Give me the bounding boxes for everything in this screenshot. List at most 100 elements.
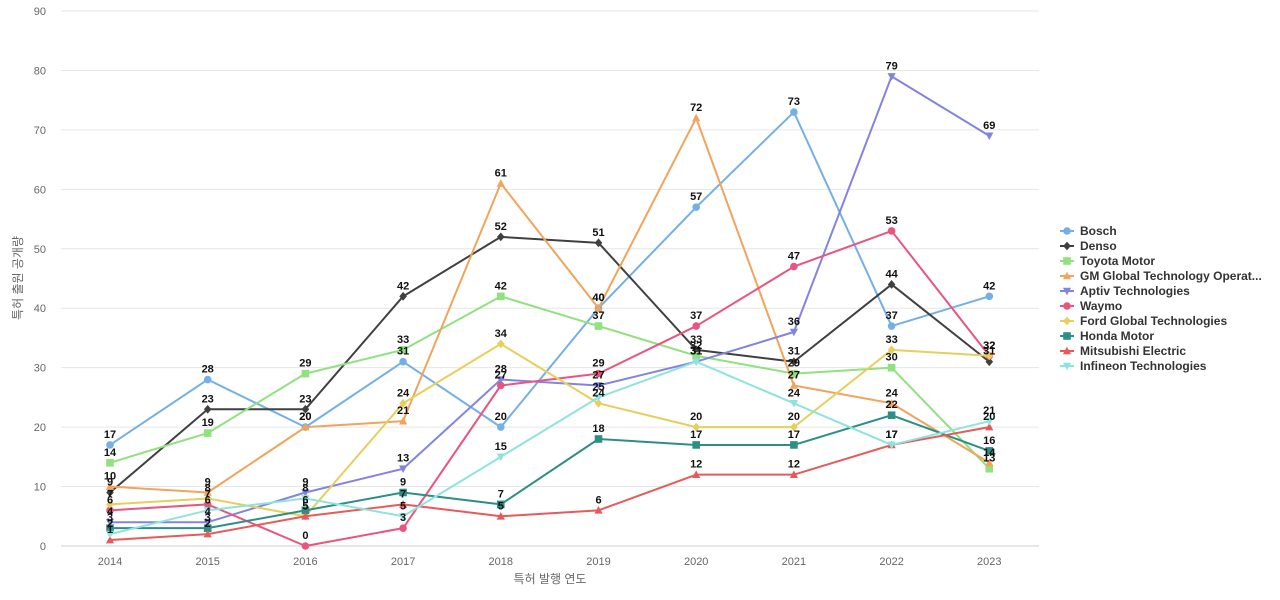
data-label: 5 [400,500,406,512]
data-point [985,458,994,467]
data-label: 20 [788,411,800,423]
data-label: 31 [983,346,995,358]
data-point [105,518,115,527]
legend-item[interactable]: Waymo [1060,299,1122,313]
data-point [497,339,505,349]
y-tick-label: 40 [34,303,46,315]
data-point [105,530,115,539]
data-point [594,369,603,378]
data-label: 29 [299,358,311,370]
data-point [594,382,603,390]
data-point [985,417,994,426]
data-point [887,322,896,330]
data-point [497,423,505,431]
data-label: 17 [885,429,897,441]
data-label: 15 [495,441,507,453]
series-line [109,229,991,547]
data-label: 31 [788,346,800,358]
series-line [109,111,990,446]
data-label: 9 [302,477,308,489]
data-label: 14 [983,447,996,459]
data-point [790,357,798,367]
data-point [496,453,505,462]
x-tick-label: 2014 [98,556,122,568]
data-label: 10 [104,471,116,483]
data-point [887,227,896,235]
data-label: 33 [690,334,702,346]
series-denso [106,232,994,497]
y-tick-label: 20 [34,422,46,434]
legend-marker [1063,257,1071,265]
data-point [301,489,310,497]
data-point [399,500,408,508]
data-point [692,470,701,478]
data-label: 25 [592,381,604,393]
data-label: 28 [202,364,214,376]
legend-item[interactable]: Toyota Motor [1060,254,1155,268]
series-layer [105,73,994,550]
data-point [301,506,310,515]
legend-item[interactable]: Aptiv Technologies [1060,284,1190,298]
data-point [203,529,212,538]
y-tick-label: 80 [34,65,46,77]
legend-item[interactable]: Infineon Technologies [1060,359,1207,373]
data-label: 5 [302,500,308,512]
data-label: 32 [983,340,995,352]
data-point [985,351,994,361]
y-tick-label: 90 [34,6,46,18]
data-label: 20 [983,411,995,423]
data-label: 7 [205,488,211,500]
data-point [790,369,798,378]
data-label: 51 [592,227,604,239]
data-label: 37 [690,310,702,322]
data-label: 24 [397,387,410,399]
legend-marker [1062,287,1072,296]
data-label: 6 [595,494,601,506]
x-tick-label: 2018 [489,556,513,568]
data-label: 27 [592,370,604,382]
data-point [594,435,603,443]
series-mitsubishi-electric [105,422,994,544]
data-point [399,416,408,425]
legend-item[interactable]: Denso [1060,239,1117,253]
data-label: 37 [885,310,897,322]
data-point [301,495,310,503]
data-point [790,108,798,116]
y-axis-title: 특허 출원 공개량 [11,236,25,320]
data-label: 3 [205,512,211,524]
data-label: 42 [983,280,995,292]
legend-marker [1063,227,1071,235]
data-label: 14 [104,447,117,459]
series-line [109,117,990,494]
data-label: 28 [495,364,507,376]
data-point [203,404,212,414]
data-point [692,322,700,330]
data-label: 32 [983,340,995,352]
data-point [692,422,700,432]
legend-marker [1062,346,1072,355]
data-point [106,488,114,497]
data-label: 32 [690,340,702,352]
data-point [497,381,505,390]
y-tick-label: 50 [34,244,46,256]
data-point [887,73,896,81]
data-point [399,291,407,301]
data-label: 34 [495,328,508,340]
data-point [692,358,701,367]
legend-item[interactable]: GM Global Technology Operat... [1060,269,1262,283]
legend-item[interactable]: Ford Global Technologies [1060,314,1227,328]
legend-item[interactable]: Mitsubishi Electric [1060,344,1186,358]
legend-item[interactable]: Bosch [1060,224,1117,238]
legend-item[interactable]: Honda Motor [1060,329,1154,343]
data-label: 29 [592,358,604,370]
data-point [790,262,798,271]
data-point [399,398,407,408]
data-label: 2 [107,518,113,530]
data-point [887,411,896,420]
x-tick-label: 2021 [782,556,806,568]
series-honda-motor [106,411,994,532]
data-label: 24 [788,387,801,399]
data-point [985,132,994,141]
data-point [399,524,407,532]
